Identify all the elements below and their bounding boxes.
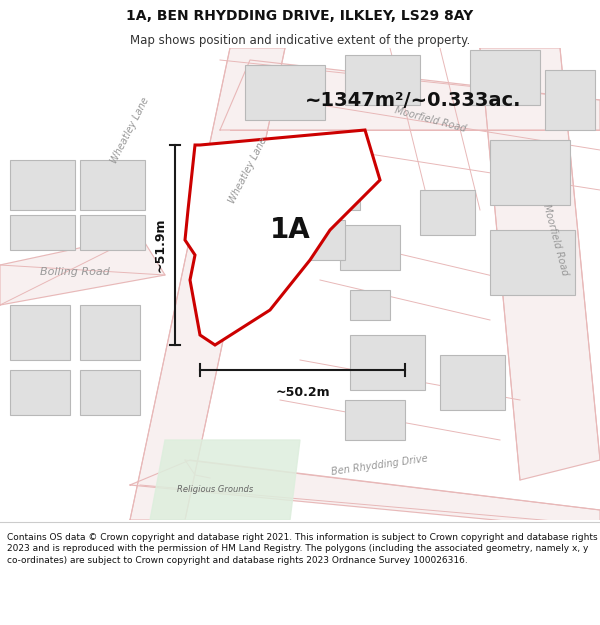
- Text: ~50.2m: ~50.2m: [275, 386, 330, 399]
- Polygon shape: [130, 460, 600, 530]
- Bar: [490, 140, 570, 205]
- Text: Contains OS data © Crown copyright and database right 2021. This information is : Contains OS data © Crown copyright and d…: [7, 532, 598, 565]
- Polygon shape: [185, 130, 380, 345]
- Bar: [80, 215, 145, 250]
- Bar: [350, 290, 390, 320]
- Bar: [80, 370, 140, 415]
- Text: Bolling Road: Bolling Road: [40, 267, 110, 277]
- Bar: [545, 70, 595, 130]
- Bar: [350, 335, 425, 390]
- Text: Wheatley Lane: Wheatley Lane: [227, 136, 269, 204]
- Text: 1A: 1A: [269, 216, 310, 244]
- Bar: [340, 225, 400, 270]
- Bar: [290, 155, 360, 210]
- Polygon shape: [150, 440, 300, 520]
- Bar: [345, 55, 420, 105]
- Bar: [290, 220, 345, 260]
- Text: Moorfield Road: Moorfield Road: [541, 203, 569, 277]
- Bar: [440, 355, 505, 410]
- Text: 1A, BEN RHYDDING DRIVE, ILKLEY, LS29 8AY: 1A, BEN RHYDDING DRIVE, ILKLEY, LS29 8AY: [127, 9, 473, 22]
- Text: Ben Rhydding Drive: Ben Rhydding Drive: [331, 453, 429, 477]
- Text: ~51.9m: ~51.9m: [154, 217, 167, 272]
- Text: ~1347m²/~0.333ac.: ~1347m²/~0.333ac.: [305, 91, 521, 109]
- Polygon shape: [220, 60, 600, 130]
- Bar: [10, 215, 75, 250]
- Text: Map shows position and indicative extent of the property.: Map shows position and indicative extent…: [130, 34, 470, 47]
- Text: Wheatley Lane: Wheatley Lane: [109, 96, 151, 164]
- Bar: [80, 160, 145, 210]
- Text: Moorfield Road: Moorfield Road: [393, 106, 467, 134]
- Bar: [420, 190, 475, 235]
- Bar: [345, 400, 405, 440]
- Polygon shape: [130, 48, 285, 520]
- Polygon shape: [480, 48, 600, 480]
- Polygon shape: [0, 235, 165, 305]
- Bar: [245, 65, 325, 120]
- Bar: [490, 230, 575, 295]
- Bar: [10, 160, 75, 210]
- Bar: [80, 305, 140, 360]
- Text: Religious Grounds: Religious Grounds: [177, 486, 253, 494]
- Bar: [470, 50, 540, 105]
- Bar: [10, 370, 70, 415]
- Bar: [10, 305, 70, 360]
